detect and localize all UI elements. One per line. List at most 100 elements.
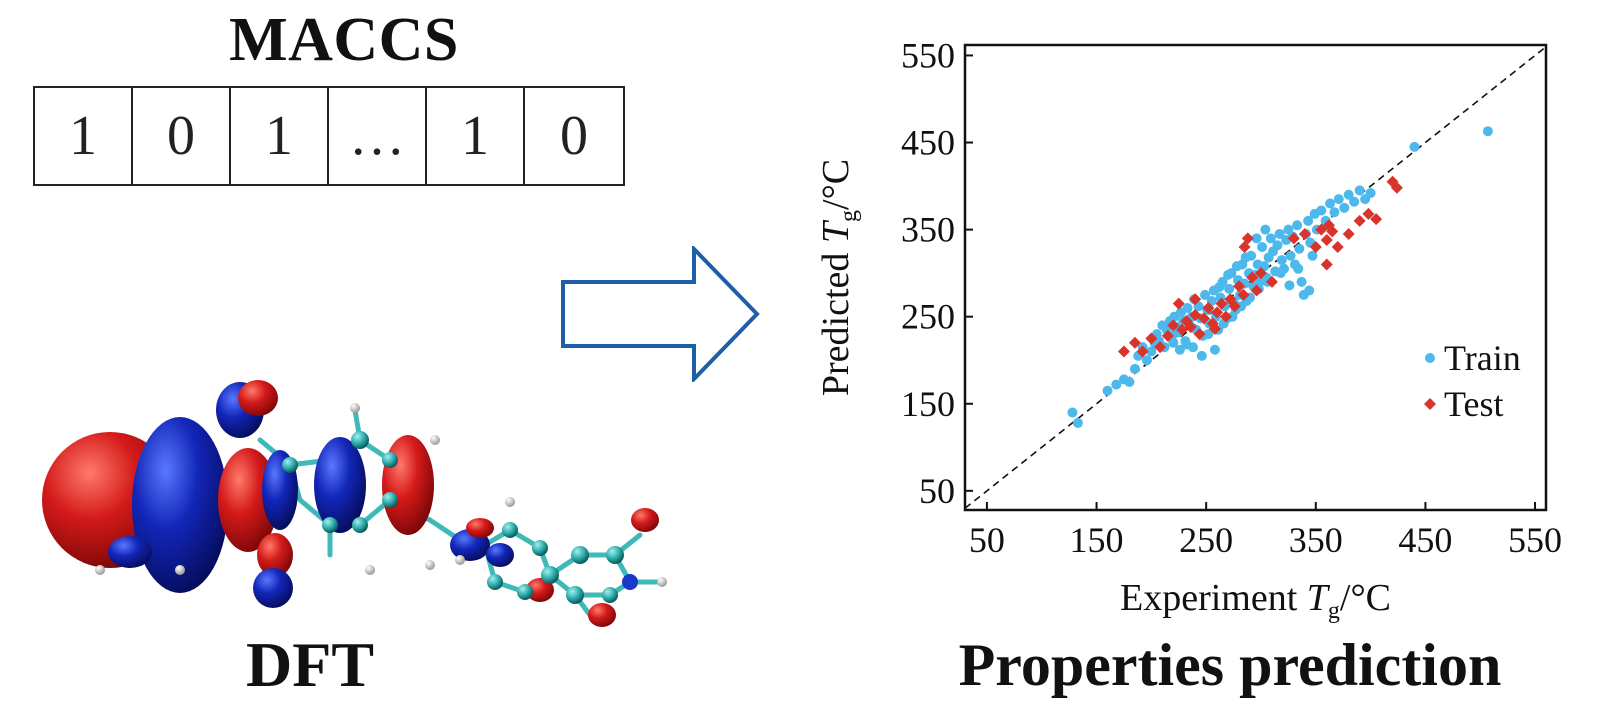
train-point [1188,342,1199,353]
maccs-bit-vector: 1 0 1 … 1 0 [33,86,625,186]
train-point [1409,141,1420,152]
y-tick-label: 150 [901,384,955,424]
train-point [1265,233,1276,244]
test-point [1219,310,1232,323]
orbital-lobe-red [257,533,293,577]
maccs-title: MACCS [229,6,459,74]
maccs-bit: 1 [427,88,525,184]
tg-prediction-scatter-plot: 50 150 250 350 450 550 50 150 250 350 450 550 Experi… [815,35,1562,624]
train-legend-marker [1425,353,1435,363]
train-point [1294,243,1305,254]
test-point [1390,181,1403,194]
train-point [1292,220,1303,231]
test-point [1315,223,1328,236]
maccs-bit: 1 [231,88,329,184]
maccs-bit: … [329,88,427,184]
maccs-bit: 0 [560,105,588,167]
dft-molecular-orbital-image [42,380,667,627]
orbital-lobe-blue [253,568,293,608]
train-point [1067,407,1078,418]
test-legend-marker [1424,398,1436,410]
test-point [1189,308,1202,321]
test-point [1211,306,1224,319]
train-point [1303,215,1314,226]
test-point [1298,227,1311,240]
train-point [1196,350,1207,361]
test-point [1176,323,1189,336]
train-point [1111,379,1122,390]
orbital-lobe-blue [108,536,152,568]
train-point [1307,250,1318,261]
test-point [1320,258,1333,271]
train-point [1293,263,1304,274]
orbital-lobe-red [218,448,278,552]
train-point [1227,311,1238,322]
train-point [1168,337,1179,348]
x-tick-label: 350 [1289,520,1343,560]
test-point [1193,328,1206,341]
orbital-lobe-red [238,380,278,416]
test-point [1117,345,1130,358]
y-tick-label: 350 [901,210,955,250]
maccs-bit: 0 [133,88,231,184]
train-point [1285,250,1296,261]
test-point [1237,288,1250,301]
test-point [1254,267,1267,280]
y-tick-label: 50 [919,471,955,511]
x-tick-label: 250 [1179,520,1233,560]
y-tick-label: 550 [901,35,955,75]
train-point [1231,261,1242,272]
train-point [1141,355,1152,366]
test-point [1238,241,1251,254]
test-point [1228,300,1241,313]
orbital-lobe-red [631,508,659,532]
train-point [1223,269,1234,280]
test-point [1202,301,1215,314]
test-point [1172,297,1185,310]
test-point [1154,341,1167,354]
y-axis-label: Predicted Tg/°C [815,159,862,396]
train-point [1182,302,1193,313]
orbital-lobe-red [526,578,554,602]
test-point [1353,214,1366,227]
x-tick-label: 50 [969,520,1005,560]
maccs-bit: 1 [35,88,133,184]
train-point [1240,252,1251,263]
train-point [1129,363,1140,374]
right-arrow-icon [561,246,760,382]
test-point [1189,293,1202,306]
x-tick-label: 450 [1398,520,1452,560]
train-point [1224,283,1235,294]
test-point [1128,336,1141,349]
train-point [1200,289,1211,300]
train-point [1124,376,1135,387]
train-point [1354,185,1365,196]
dft-label: DFT [246,629,374,700]
train-point [1276,255,1287,266]
test-point [1342,227,1355,240]
test-point [1250,284,1263,297]
train-point [1251,233,1262,244]
train-point [1275,268,1286,279]
train-point [1260,224,1271,235]
test-point [1136,345,1149,358]
x-tick-label: 150 [1070,520,1124,560]
test-point [1362,207,1375,220]
train-point [1272,240,1283,251]
molecule-atoms [95,403,667,604]
x-tick-label: 550 [1508,520,1562,560]
train-point [1482,126,1493,137]
train-legend-label: Train [1444,338,1521,378]
plot-frame [963,43,1548,512]
orbital-lobe-blue [486,543,514,567]
test-point [1197,312,1210,325]
train-point [1365,188,1376,199]
train-point [1274,228,1285,239]
test-point [1224,293,1237,306]
orbital-lobe-blue [314,437,366,533]
test-point [1208,322,1221,335]
train-point [1316,205,1327,216]
parity-line [964,46,1547,509]
orbital-lobe-red [588,603,616,627]
train-point [1209,344,1220,355]
